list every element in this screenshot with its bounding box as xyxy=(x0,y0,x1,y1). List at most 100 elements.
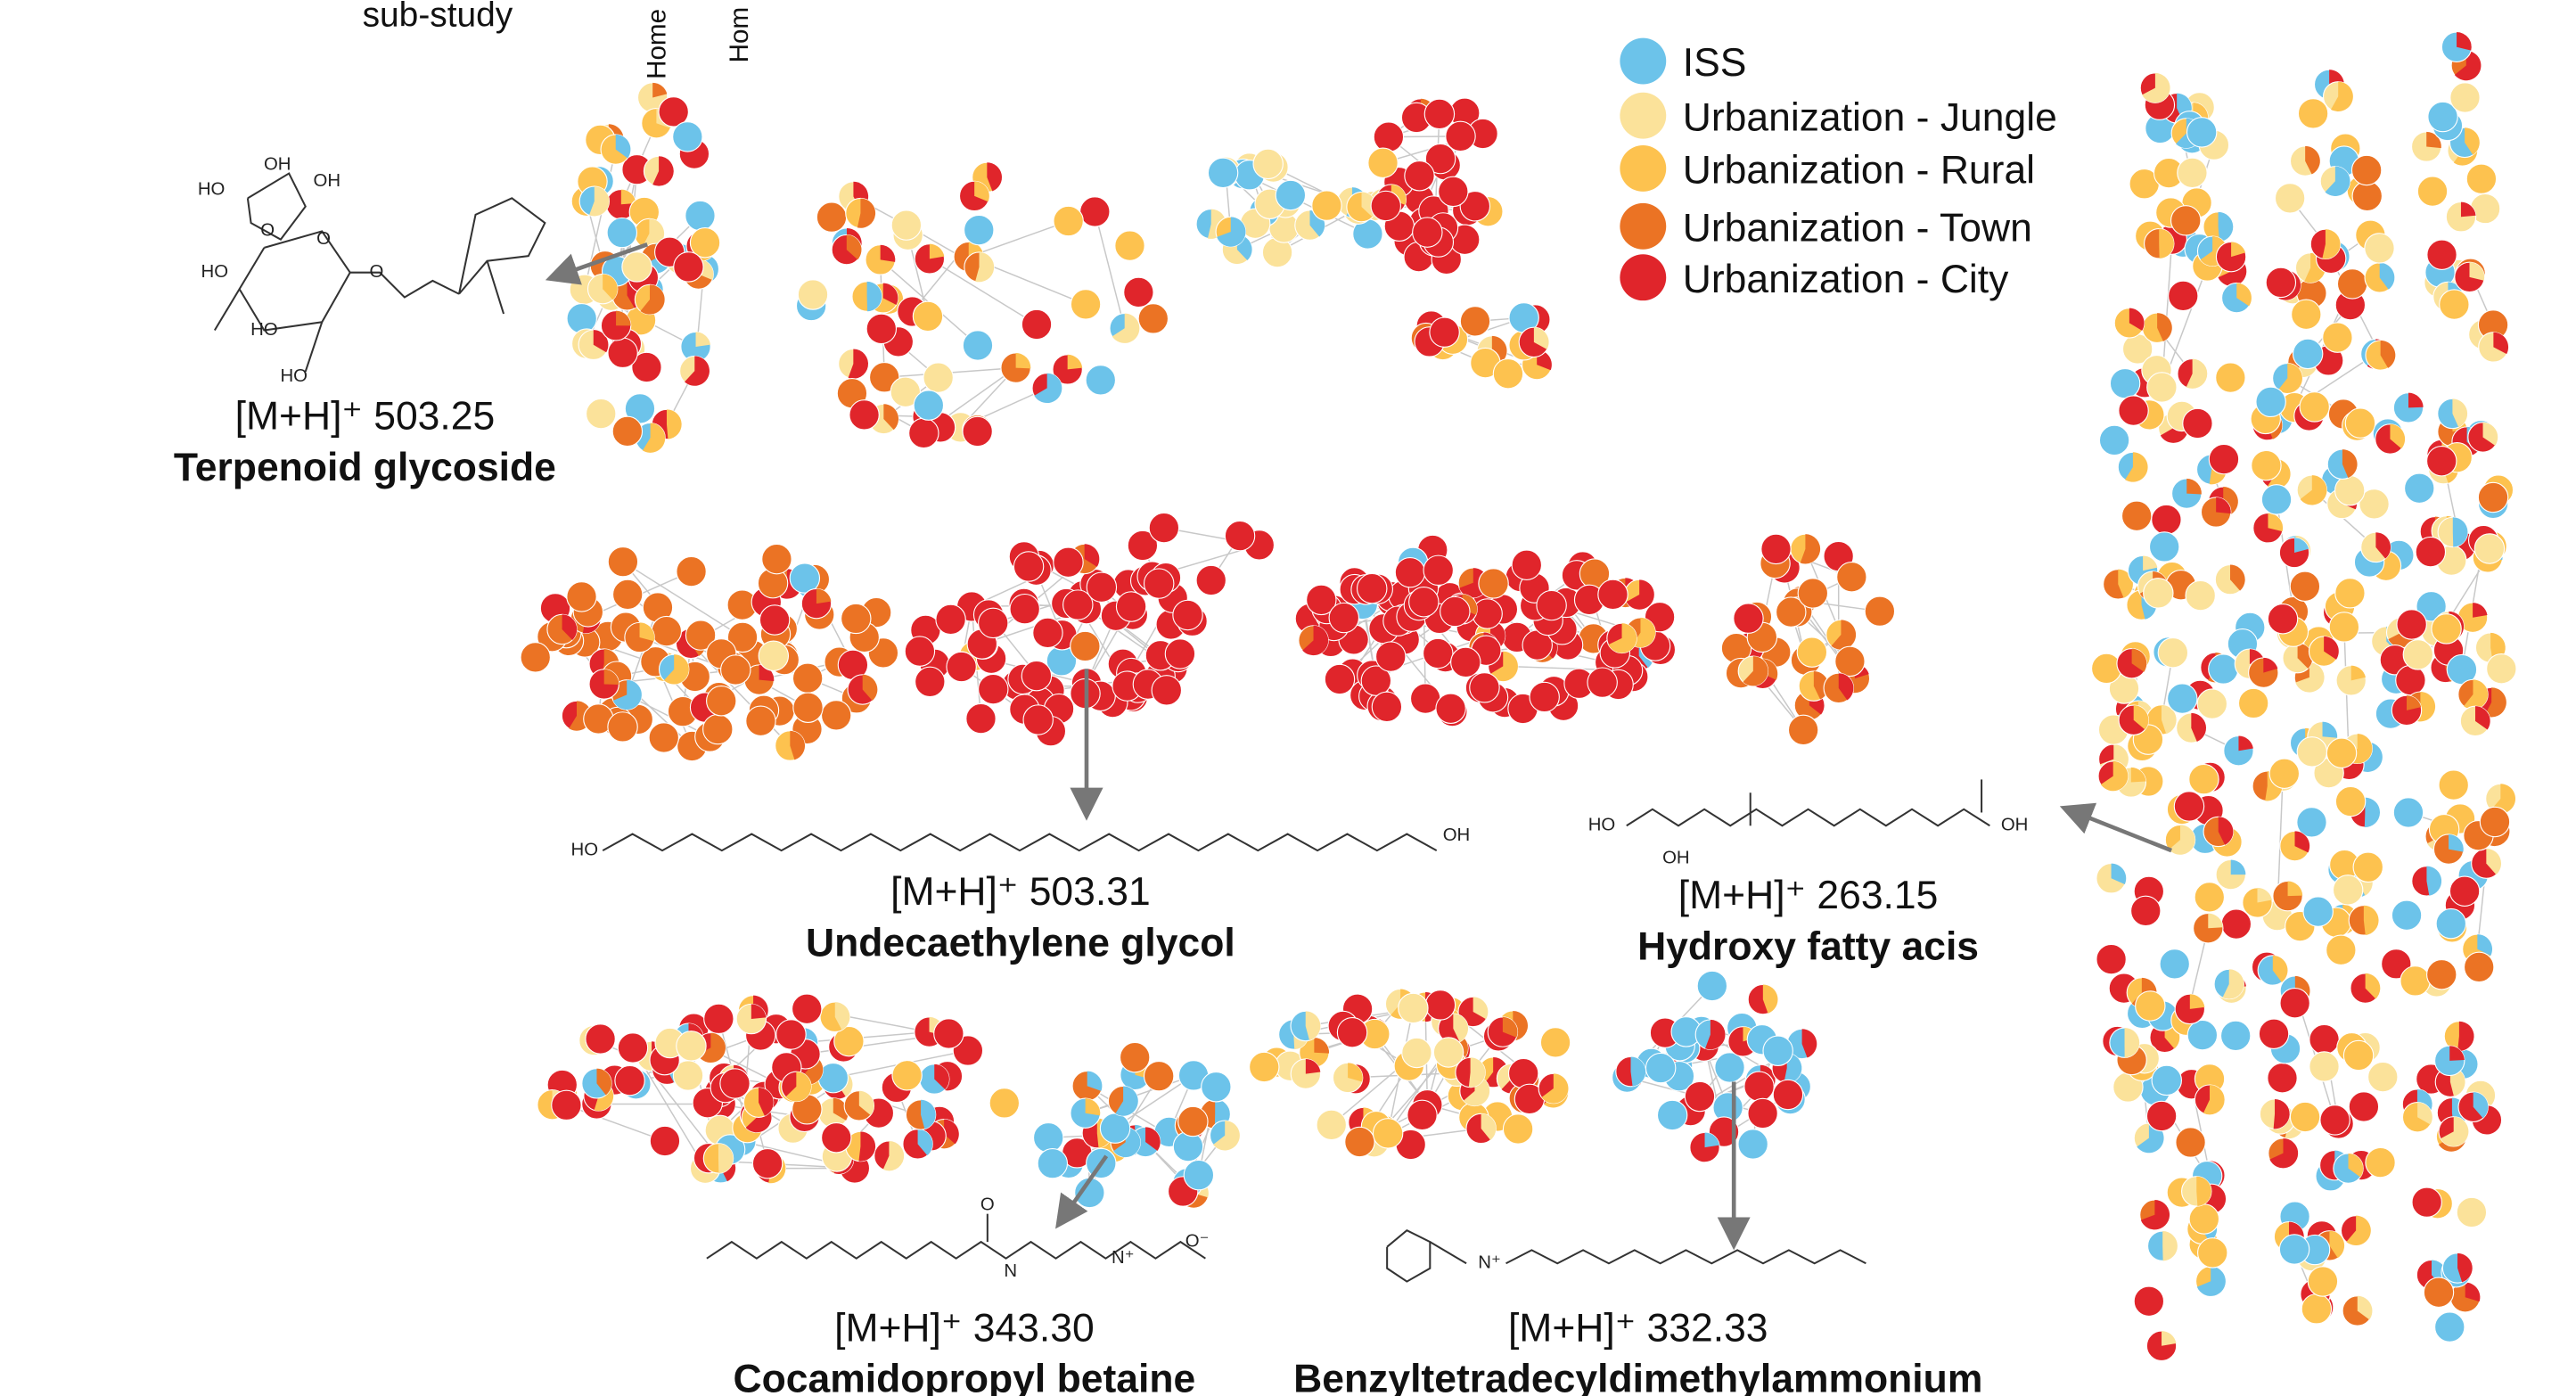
node-slice xyxy=(975,251,995,283)
node-slice xyxy=(2329,1230,2345,1259)
node xyxy=(1357,572,1388,604)
node-slice xyxy=(2277,363,2302,393)
node xyxy=(1762,1035,1793,1067)
bond xyxy=(1429,1241,1467,1265)
node-slice xyxy=(2482,422,2498,446)
node xyxy=(2396,609,2427,640)
node xyxy=(1423,554,1454,587)
node-slice xyxy=(2342,449,2358,479)
node-slice xyxy=(1302,625,1329,656)
bond xyxy=(304,321,324,373)
node xyxy=(1394,556,1426,588)
node-slice xyxy=(2486,848,2502,875)
node xyxy=(2289,571,2321,603)
node-slice xyxy=(1762,984,1778,1014)
node-slice xyxy=(848,349,869,379)
node-slice xyxy=(2465,127,2480,155)
node xyxy=(1249,1051,1280,1083)
node xyxy=(586,398,617,430)
node-slice xyxy=(2364,797,2381,827)
node xyxy=(1787,714,1819,746)
node xyxy=(1022,704,1054,735)
node xyxy=(1373,121,1405,152)
node xyxy=(1037,1147,1069,1179)
node xyxy=(2477,481,2509,513)
node xyxy=(689,227,721,259)
node-slice xyxy=(2331,81,2353,111)
node-slice xyxy=(663,654,689,685)
node xyxy=(1085,365,1117,396)
node xyxy=(2423,1277,2455,1308)
node-slice xyxy=(1473,997,1489,1020)
node-slice xyxy=(921,1099,936,1129)
node xyxy=(2215,362,2246,393)
node xyxy=(2297,98,2329,129)
node xyxy=(965,702,997,735)
node xyxy=(2170,205,2202,236)
node xyxy=(611,579,644,611)
node-slice xyxy=(882,1140,905,1171)
node-slice xyxy=(2133,705,2149,730)
node xyxy=(2392,797,2424,828)
node xyxy=(2148,531,2180,563)
node xyxy=(1743,1071,1775,1102)
bond xyxy=(1505,1249,1866,1265)
node xyxy=(1336,1016,1368,1048)
node xyxy=(1478,568,1509,599)
node xyxy=(1737,1129,1768,1160)
node-slice xyxy=(2263,657,2278,673)
node-slice xyxy=(2357,1295,2373,1320)
node xyxy=(1459,191,1491,222)
node-slice xyxy=(2454,50,2482,81)
node xyxy=(2348,1091,2380,1122)
compound-mass: [M+H]⁺ 503.31 xyxy=(890,870,1151,914)
node-slice xyxy=(1831,620,1857,650)
node-slice xyxy=(2230,859,2246,875)
node xyxy=(2267,1063,2298,1094)
node xyxy=(833,1025,865,1057)
atom-label: O xyxy=(316,229,331,249)
node-slice xyxy=(862,674,878,701)
node xyxy=(1119,1041,1151,1073)
node xyxy=(1429,316,1460,348)
node xyxy=(2296,736,2328,768)
node-slice xyxy=(2124,1028,2140,1058)
node xyxy=(2431,613,2462,645)
atom-label: OH xyxy=(1443,825,1471,845)
node-slice xyxy=(1463,1076,1490,1106)
node xyxy=(1183,1159,1215,1191)
node xyxy=(1053,546,1084,578)
node-slice xyxy=(2236,283,2252,307)
node-slice xyxy=(1067,354,1083,370)
bond xyxy=(213,288,241,332)
bond xyxy=(602,833,1438,852)
node xyxy=(2479,806,2511,838)
node xyxy=(2220,908,2252,940)
legend-label: Urbanization - Town xyxy=(1683,206,2032,250)
node xyxy=(2438,769,2469,801)
node xyxy=(2427,101,2458,133)
node xyxy=(1536,589,1567,621)
node xyxy=(706,686,737,717)
node xyxy=(1195,564,1226,596)
atom-label: O xyxy=(369,262,383,282)
node xyxy=(2426,239,2457,270)
node-slice xyxy=(2346,1215,2371,1246)
compound-name: Terpenoid glycoside xyxy=(174,446,556,489)
node xyxy=(2185,579,2216,612)
node-slice xyxy=(1084,544,1100,567)
node xyxy=(673,251,704,283)
node xyxy=(964,214,995,246)
node xyxy=(2274,183,2306,214)
node-slice xyxy=(1800,534,1821,564)
bond xyxy=(246,172,307,241)
node-slice xyxy=(2457,1252,2473,1283)
node xyxy=(789,563,821,594)
node xyxy=(2449,82,2481,113)
node xyxy=(2426,445,2457,477)
node xyxy=(585,1023,616,1055)
node xyxy=(1137,303,1169,334)
node xyxy=(2299,391,2330,423)
node xyxy=(946,651,977,683)
